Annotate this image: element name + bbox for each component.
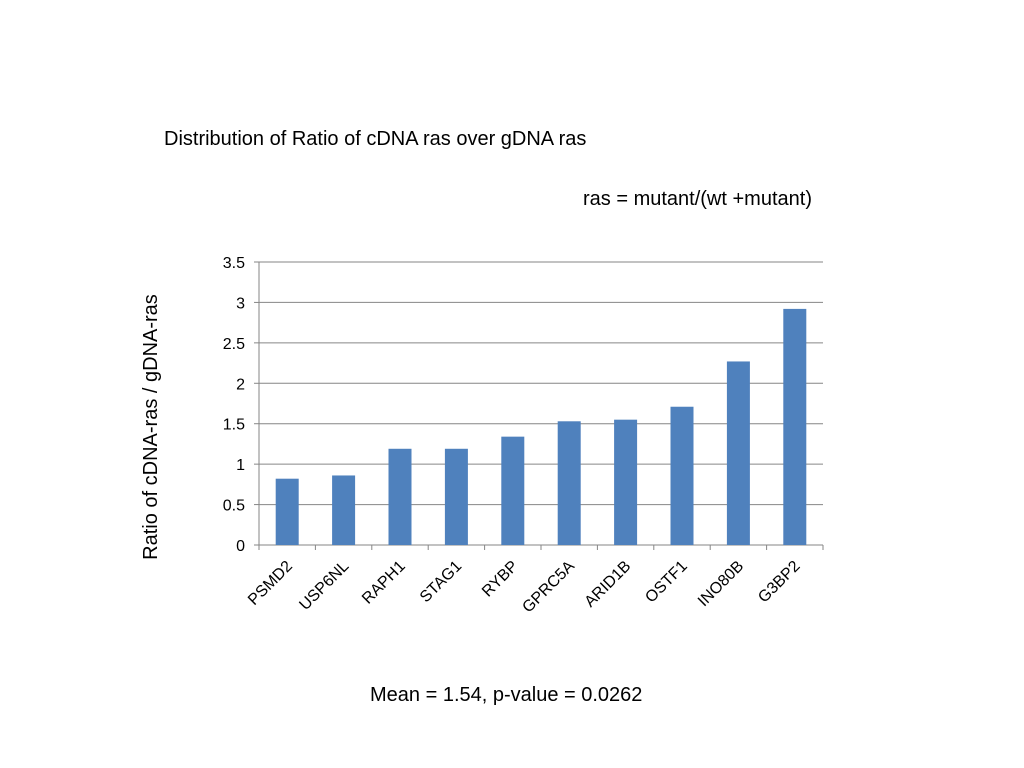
bar-ino80b: [726, 361, 750, 545]
y-axis-label: Ratio of cDNA-ras / gDNA-ras: [140, 294, 162, 560]
slide-title: Distribution of Ratio of cDNA ras over g…: [164, 128, 587, 150]
bar-raph1: [388, 448, 412, 545]
x-tick-label: OSTF1: [642, 558, 691, 607]
bars: [275, 308, 807, 545]
y-tick-labels: 0 0.5 1 1.5 2 2.5 3 3.5: [223, 255, 245, 555]
bar-rybp: [501, 436, 525, 545]
bar-gprc5a: [557, 421, 581, 545]
summary-statistics: Mean = 1.54, p-value = 0.0262: [370, 684, 643, 706]
y-tick-label: 3: [236, 295, 245, 312]
y-tick-label: 1: [236, 457, 245, 474]
bar-usp6nl: [332, 475, 356, 545]
x-tick-label: ARID1B: [582, 558, 635, 611]
y-tick-label: 3.5: [223, 255, 245, 272]
x-tick-label: STAG1: [417, 558, 465, 606]
y-tick-label: 2.5: [223, 336, 245, 353]
bar-psmd2: [275, 478, 299, 545]
y-tick-label: 1.5: [223, 417, 245, 434]
x-tick-label: RYBP: [479, 558, 522, 601]
x-tick-label: G3BP2: [755, 558, 804, 607]
x-tick-label: USP6NL: [296, 558, 352, 614]
x-tick-label: RAPH1: [359, 558, 409, 608]
y-tick-label: 0.5: [223, 498, 245, 515]
bar-ostf1: [670, 406, 694, 545]
y-tick-label: 2: [236, 376, 245, 393]
y-tick-label: 0: [236, 538, 245, 555]
x-tick-label: PSMD2: [245, 558, 296, 609]
ras-definition: ras = mutant/(wt +mutant): [583, 188, 812, 210]
bar-arid1b: [614, 419, 638, 545]
bar-stag1: [444, 448, 468, 545]
x-tick-label: INO80B: [695, 558, 747, 610]
bar-g3bp2: [783, 308, 807, 545]
x-tick-label: GPRC5A: [519, 558, 578, 617]
